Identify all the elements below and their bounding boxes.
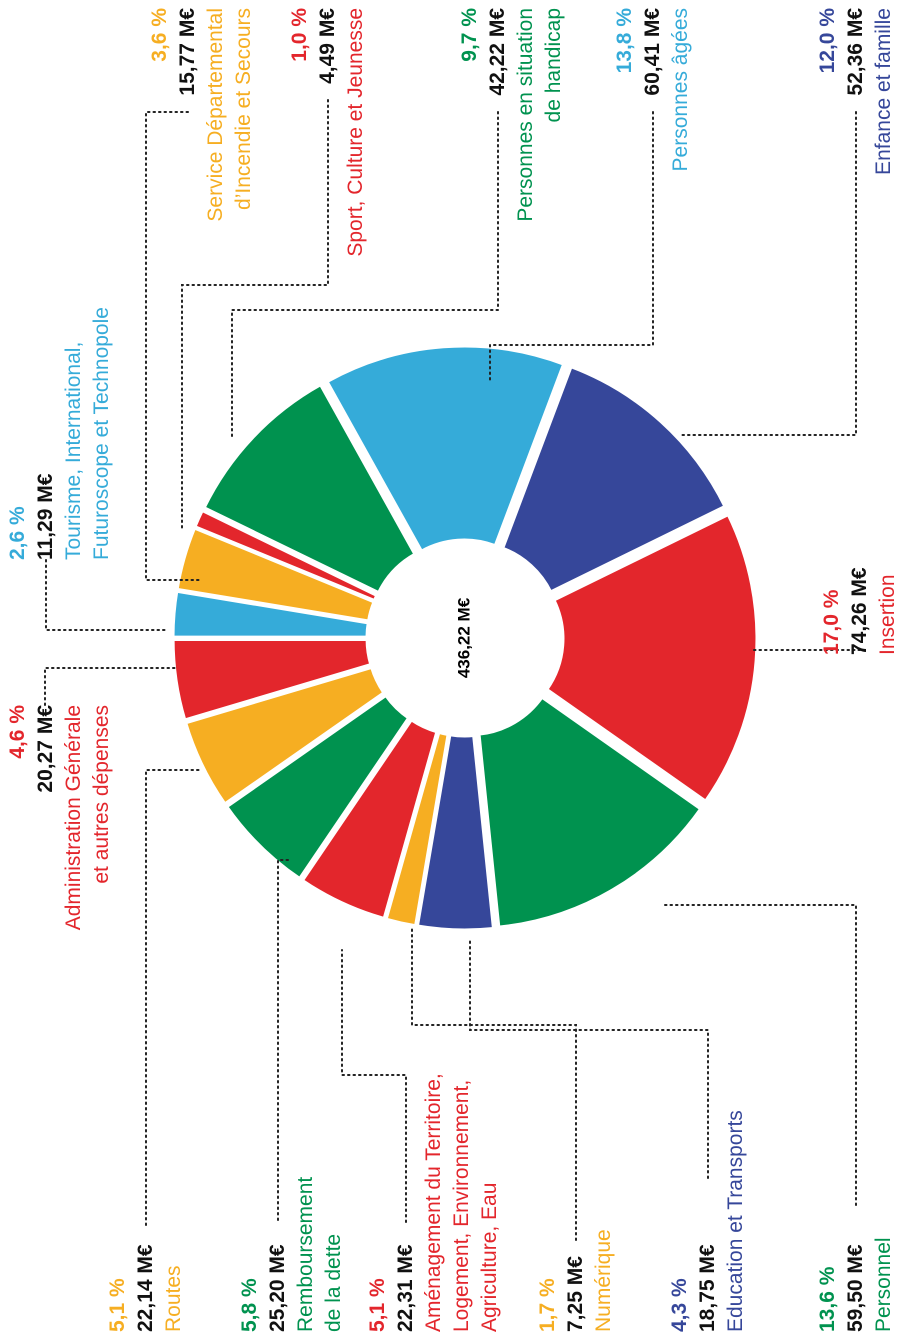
leader-line bbox=[145, 769, 201, 1226]
percent-label: 9,7 % bbox=[458, 8, 481, 62]
percent-label: 12,0 % bbox=[816, 8, 839, 74]
label-block: 1,7 % 7,25 M€ Numérique bbox=[534, 892, 618, 1332]
leader-line bbox=[181, 99, 329, 531]
amount-label: 15,77 M€ bbox=[176, 8, 199, 96]
percent-label: 5,8 % bbox=[238, 1278, 261, 1332]
category-label: Personnel bbox=[872, 1237, 895, 1332]
percent-label: 5,1 % bbox=[366, 1278, 389, 1332]
leader-line bbox=[341, 949, 407, 1223]
percent-label: 3,6 % bbox=[148, 8, 171, 62]
category-label: Sport, Culture et Jeunesse bbox=[344, 8, 367, 257]
amount-label: 52,36 M€ bbox=[844, 8, 867, 96]
amount-label: 60,41 M€ bbox=[641, 8, 664, 96]
percent-label: 1,7 % bbox=[536, 1278, 559, 1332]
leader-line bbox=[44, 667, 179, 706]
leader-line bbox=[231, 111, 499, 441]
slice bbox=[544, 512, 759, 804]
slice bbox=[325, 344, 566, 554]
label-block: 13,6 % 59,50 M€ Personnel bbox=[814, 892, 897, 1332]
category-label: Personnes en situation de handicap bbox=[514, 8, 565, 222]
leader-line bbox=[679, 111, 857, 436]
percent-label: 13,8 % bbox=[613, 8, 636, 74]
amount-label: 20,27 M€ bbox=[34, 705, 57, 793]
leader-line bbox=[277, 859, 291, 1221]
leader-line bbox=[45, 559, 167, 631]
percent-label: 4,3 % bbox=[668, 1278, 691, 1332]
label-block: 5,1 % 22,14 M€ Routes bbox=[104, 892, 188, 1332]
category-label: Tourisme, International, Futuroscope et … bbox=[62, 307, 113, 560]
amount-label: 42,22 M€ bbox=[486, 8, 509, 96]
category-label: Aménagement du Territoire, Logement, Env… bbox=[422, 1073, 501, 1332]
slice bbox=[415, 733, 496, 932]
amount-label: 4,49 M€ bbox=[316, 8, 339, 84]
leader-line bbox=[145, 111, 201, 581]
label-block: 1,0 % 4,49 M€ Sport, Culture et Jeunesse bbox=[286, 8, 370, 448]
category-label: Numérique bbox=[592, 1229, 615, 1332]
amount-label: 22,31 M€ bbox=[394, 1244, 417, 1332]
amount-label: 11,29 M€ bbox=[34, 473, 57, 560]
slice bbox=[224, 693, 411, 881]
slice bbox=[171, 589, 370, 639]
label-block: 13,8 % 60,41 M€ Personnes âgées bbox=[611, 8, 695, 448]
category-label: Enfance et famille bbox=[872, 8, 895, 175]
slice bbox=[384, 730, 450, 928]
slice bbox=[183, 665, 386, 806]
amount-label: 59,50 M€ bbox=[844, 1244, 867, 1332]
slice bbox=[500, 364, 727, 594]
slice bbox=[202, 382, 417, 595]
leader-line bbox=[661, 904, 857, 1206]
percent-label: 5,1 % bbox=[106, 1278, 129, 1332]
category-label: Personnes âgées bbox=[669, 8, 692, 172]
label-block: 5,1 % 22,31 M€ Aménagement du Territoire, … bbox=[364, 892, 504, 1332]
amount-label: 22,14 M€ bbox=[134, 1244, 157, 1332]
label-block: 12,0 % 52,36 M€ Enfance et famille bbox=[814, 8, 897, 448]
label-block: 2,6 % 11,29 M€ Tourisme, International, Fu… bbox=[4, 120, 116, 560]
category-label: Routes bbox=[162, 1265, 185, 1332]
category-label: Service Départemental d’Incendie et Seco… bbox=[204, 8, 255, 222]
label-block: 4,3 % 18,75 M€ Education et Transports bbox=[666, 892, 750, 1332]
slice bbox=[300, 717, 439, 921]
percent-label: 1,0 % bbox=[288, 8, 311, 62]
label-block: 5,8 % 25,20 M€ Remboursement de la dette bbox=[236, 892, 348, 1332]
leader-line bbox=[489, 111, 654, 383]
label-block: 9,7 % 42,22 M€ Personnes en situation de h… bbox=[456, 8, 568, 448]
percent-label: 2,6 % bbox=[6, 506, 29, 560]
center-label: 436,22 M€ bbox=[454, 597, 473, 678]
amount-label: 25,20 M€ bbox=[266, 1244, 289, 1332]
slice bbox=[477, 695, 703, 929]
percent-label: 13,6 % bbox=[816, 1266, 839, 1332]
percent-label: 4,6 % bbox=[6, 705, 29, 759]
category-label: Education et Transports bbox=[724, 1110, 747, 1332]
slice bbox=[175, 526, 376, 623]
amount-label: 18,75 M€ bbox=[696, 1244, 719, 1332]
slice bbox=[171, 637, 373, 722]
amount-label: 7,25 M€ bbox=[564, 1256, 587, 1332]
leader-line bbox=[469, 937, 709, 1179]
leader-line bbox=[411, 927, 577, 1241]
label-block: 3,6 % 15,77 M€ Service Départemental d’Inc… bbox=[146, 8, 258, 448]
label-block: 4,6 % 20,27 M€ Administration Générale et … bbox=[4, 705, 116, 1145]
category-label: Remboursement de la dette bbox=[294, 1176, 345, 1332]
